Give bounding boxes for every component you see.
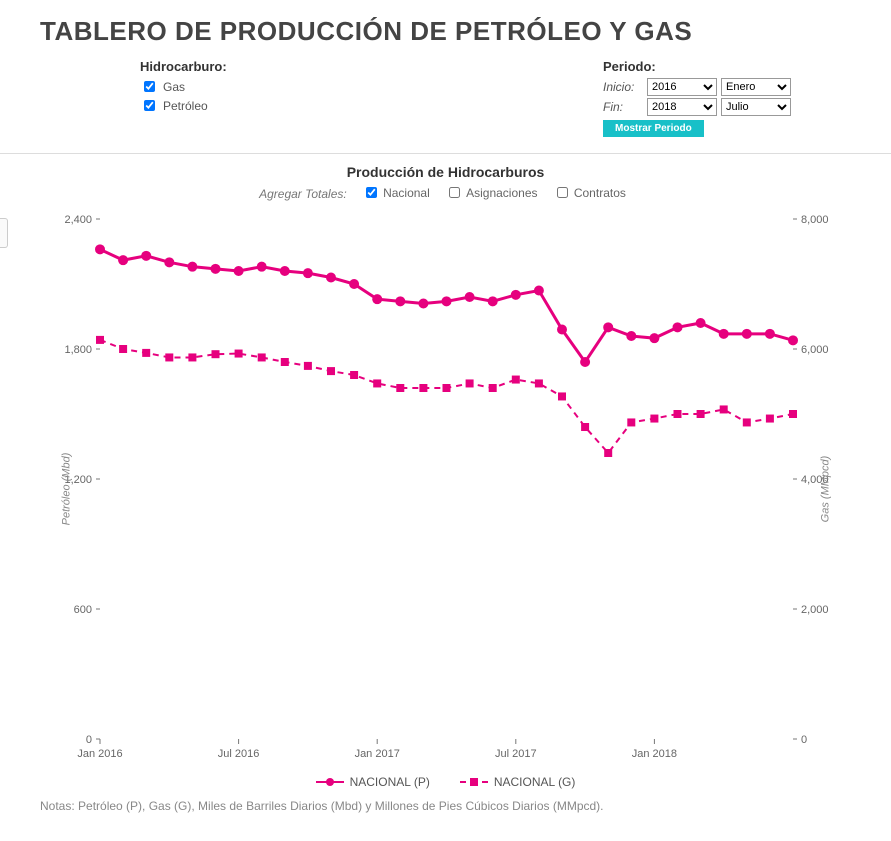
controls-bar: Hidrocarburo: Gas Petróleo Periodo: Inic… xyxy=(40,59,851,145)
agg-nacional-checkbox[interactable] xyxy=(366,187,377,198)
side-tab[interactable] xyxy=(0,218,8,248)
svg-text:600: 600 xyxy=(74,604,92,616)
legend-g-label: NACIONAL (G) xyxy=(494,775,576,789)
agg-contratos-checkbox[interactable] xyxy=(557,187,568,198)
chart-legend: NACIONAL (P) NACIONAL (G) xyxy=(40,775,851,789)
gas-checkbox[interactable] xyxy=(144,81,155,92)
svg-text:1,800: 1,800 xyxy=(64,344,92,356)
svg-text:Jan 2018: Jan 2018 xyxy=(632,748,677,760)
svg-text:Jan 2016: Jan 2016 xyxy=(77,748,122,760)
gas-checkbox-label: Gas xyxy=(163,80,185,94)
agg-asignaciones-checkbox[interactable] xyxy=(449,187,460,198)
y-left-axis-label: Petróleo (Mbd) xyxy=(60,453,72,526)
svg-text:2,400: 2,400 xyxy=(64,214,92,226)
svg-text:2,000: 2,000 xyxy=(801,604,829,616)
petroleo-checkbox-label: Petróleo xyxy=(163,99,208,113)
svg-text:6,000: 6,000 xyxy=(801,344,829,356)
chart-title: Producción de Hidrocarburos xyxy=(40,164,851,180)
chart-agg-controls: Agregar Totales: Nacional Asignaciones C… xyxy=(40,184,851,201)
inicio-month-select[interactable]: Enero xyxy=(721,78,791,96)
fin-year-select[interactable]: 2018 xyxy=(647,98,717,116)
chart-container: Producción de Hidrocarburos Agregar Tota… xyxy=(40,164,851,789)
svg-text:Jan 2017: Jan 2017 xyxy=(355,748,400,760)
chart-svg: 06001,2001,8002,40002,0004,0006,0008,000… xyxy=(40,209,851,769)
page-title: TABLERO DE PRODUCCIÓN DE PETRÓLEO Y GAS xyxy=(40,16,851,47)
svg-text:Jul 2017: Jul 2017 xyxy=(495,748,537,760)
agg-label: Agregar Totales: xyxy=(259,187,347,201)
svg-text:8,000: 8,000 xyxy=(801,214,829,226)
hidrocarburo-label: Hidrocarburo: xyxy=(140,59,227,74)
y-right-axis-label: Gas (MMpcd) xyxy=(820,456,832,523)
periodo-block: Periodo: Inicio: 2016 Enero Fin: 2018 Ju… xyxy=(603,59,791,137)
fin-month-select[interactable]: Julio xyxy=(721,98,791,116)
petroleo-checkbox[interactable] xyxy=(144,100,155,111)
chart-notes: Notas: Petróleo (P), Gas (G), Miles de B… xyxy=(40,799,851,813)
svg-text:Jul 2016: Jul 2016 xyxy=(218,748,260,760)
fin-label: Fin: xyxy=(603,100,643,114)
legend-item-g[interactable]: NACIONAL (G) xyxy=(460,775,576,789)
legend-p-label: NACIONAL (P) xyxy=(350,775,430,789)
agg-nacional-label: Nacional xyxy=(383,186,430,200)
svg-text:0: 0 xyxy=(86,734,92,746)
mostrar-periodo-button[interactable]: Mostrar Periodo xyxy=(603,120,704,137)
divider xyxy=(0,153,891,154)
hidrocarburo-block: Hidrocarburo: Gas Petróleo xyxy=(140,59,227,137)
inicio-year-select[interactable]: 2016 xyxy=(647,78,717,96)
agg-asignaciones-label: Asignaciones xyxy=(466,186,537,200)
periodo-label: Periodo: xyxy=(603,59,791,74)
chart-area: Petróleo (Mbd) Gas (MMpcd) 06001,2001,80… xyxy=(40,209,851,769)
legend-item-p[interactable]: NACIONAL (P) xyxy=(316,775,430,789)
svg-text:0: 0 xyxy=(801,734,807,746)
agg-contratos-label: Contratos xyxy=(574,186,626,200)
inicio-label: Inicio: xyxy=(603,80,643,94)
